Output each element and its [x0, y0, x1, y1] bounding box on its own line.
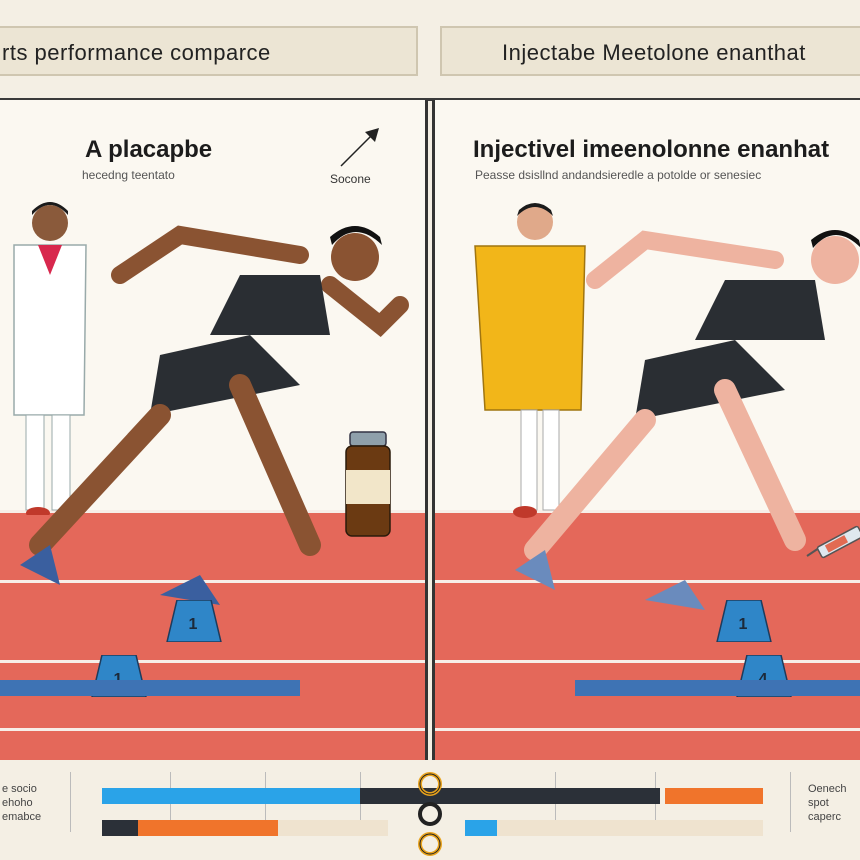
- left-header-title: rts performance comparce: [2, 40, 271, 65]
- running-track: [0, 510, 425, 760]
- block-rail: [575, 680, 860, 696]
- arrow-label: Socone: [330, 172, 371, 186]
- runner-figure: [20, 225, 409, 605]
- vial-icon: [345, 431, 391, 537]
- doctor-figure: [13, 202, 87, 515]
- block-number: 1: [80, 671, 156, 689]
- comparison-bar: [665, 788, 763, 804]
- comparison-footer: e socio ehoho emabce Oenech spot caperc: [0, 762, 860, 860]
- block-number: 1: [738, 616, 748, 633]
- footer-right-text: Oenech spot caperc: [808, 783, 847, 823]
- block-rail: [0, 680, 300, 696]
- right-header-title: Injectabe Meetolone enanthat: [502, 40, 806, 65]
- right-header-banner: Injectabe Meetolone enanthat: [440, 26, 860, 76]
- runner-figure: [515, 230, 860, 610]
- arrow-up-right-icon: [340, 128, 379, 167]
- syringe-icon: [806, 525, 860, 559]
- right-panel-title: Injectivel imeenolonne enanhat: [473, 136, 830, 163]
- comparison-bar: [138, 820, 278, 836]
- chain-icon: [418, 772, 442, 856]
- starting-block: 1: [705, 599, 781, 643]
- starting-block: 1: [155, 599, 231, 643]
- comparison-bar: [102, 820, 138, 836]
- comparison-bar: [102, 788, 360, 804]
- footer-left-text: e socio ehoho emabce: [2, 783, 42, 823]
- block-number: 4: [725, 671, 801, 689]
- running-track: [435, 510, 860, 760]
- assistant-figure: [474, 203, 586, 518]
- right-panel: Injectivel imeenolonne enanhat Peasse ds…: [432, 100, 860, 760]
- comparison-bar-track: [465, 820, 763, 836]
- block-number: 1: [188, 616, 198, 633]
- comparison-bar: [465, 820, 497, 836]
- left-panel: A placapbe hecedng teentato Socone: [0, 100, 428, 760]
- comparison-bar: [360, 788, 660, 804]
- left-panel-title: A placapbe: [85, 136, 213, 163]
- header: rts performance comparce Injectabe Meeto…: [0, 0, 860, 101]
- left-panel-subtitle: hecedng teentato: [82, 168, 175, 182]
- left-header-banner: rts performance comparce: [0, 26, 418, 76]
- right-panel-subtitle: Peasse dsisllnd andandsieredle a potolde…: [475, 168, 762, 182]
